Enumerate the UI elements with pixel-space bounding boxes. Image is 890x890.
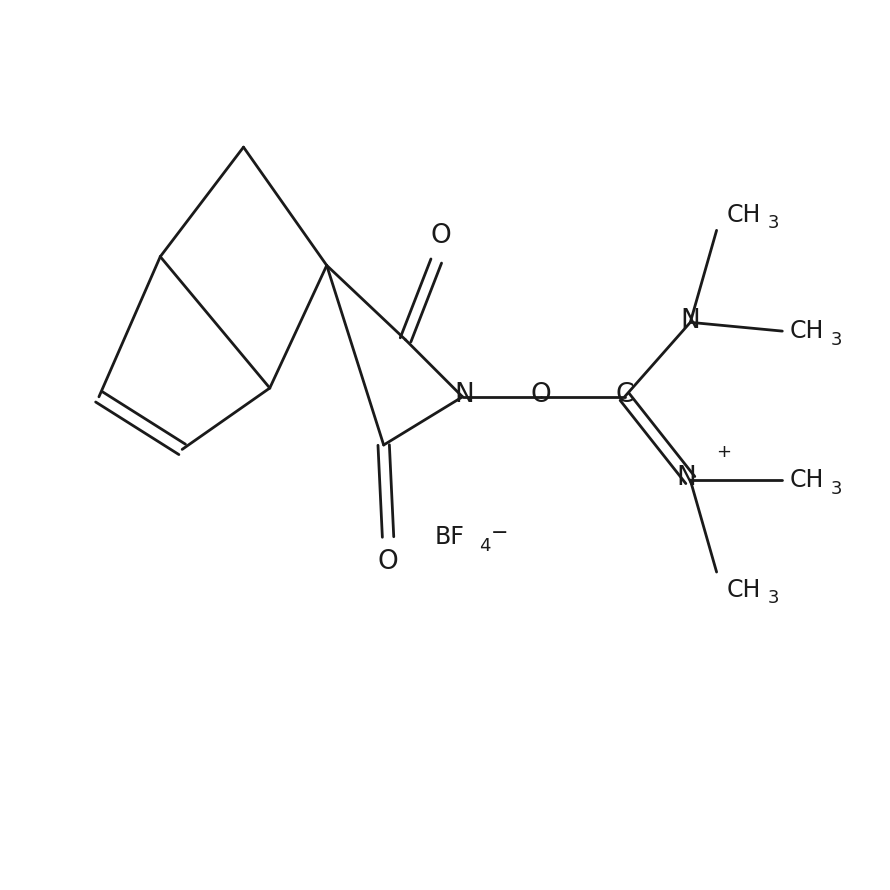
Text: O: O [430,223,451,249]
Text: N: N [681,308,700,334]
Text: 3: 3 [768,214,780,232]
Text: BF: BF [434,525,465,549]
Text: CH: CH [727,203,762,227]
Text: −: − [490,522,508,543]
Text: CH: CH [789,320,823,344]
Text: N: N [455,382,474,408]
Text: 4: 4 [479,537,490,554]
Text: CH: CH [727,578,762,602]
Text: C: C [615,382,634,408]
Text: CH: CH [789,468,823,492]
Text: 3: 3 [768,589,780,607]
Text: O: O [377,548,399,575]
Text: 3: 3 [831,480,842,498]
Text: O: O [531,382,552,408]
Text: N: N [676,465,696,491]
Text: 3: 3 [831,331,842,349]
Text: +: + [716,443,731,461]
